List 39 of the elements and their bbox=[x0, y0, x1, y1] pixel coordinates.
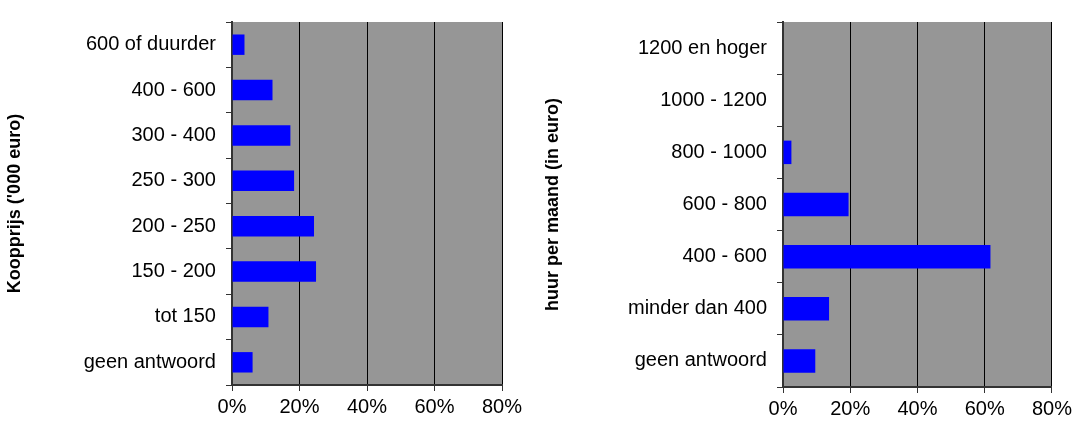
bar bbox=[232, 215, 315, 237]
y-tick-label: 800 - 1000 bbox=[671, 139, 767, 162]
y-tick-label: 1200 en hoger bbox=[637, 35, 768, 58]
x-tick-label: 60% bbox=[964, 396, 1005, 419]
y-tick-label: geen antwoord bbox=[634, 348, 767, 371]
y-tick-label: 250 - 300 bbox=[131, 168, 216, 191]
bar bbox=[232, 170, 295, 192]
x-tick-label: 80% bbox=[1031, 396, 1073, 419]
y-tick-label: 1000 - 1200 bbox=[660, 87, 767, 110]
bar bbox=[783, 297, 830, 321]
y-tick-label: 600 - 800 bbox=[682, 192, 767, 215]
x-tick-label: 60% bbox=[414, 394, 455, 417]
x-tick-label: 20% bbox=[279, 394, 320, 417]
y-tick-label: 400 - 600 bbox=[131, 77, 216, 100]
x-tick-label: 20% bbox=[830, 396, 871, 419]
y-tick-label: 200 - 250 bbox=[131, 213, 216, 236]
y-tick-label: 300 - 400 bbox=[131, 122, 216, 145]
bar bbox=[232, 79, 273, 101]
x-tick-label: 40% bbox=[897, 396, 938, 419]
bar bbox=[783, 349, 816, 373]
bar bbox=[232, 306, 269, 328]
y-axis-title: Koopprijs ('000 euro) bbox=[3, 113, 24, 294]
bar bbox=[783, 244, 991, 269]
bar bbox=[783, 192, 849, 217]
x-tick-label: 40% bbox=[346, 394, 388, 417]
y-tick-label: tot 150 bbox=[154, 304, 216, 327]
x-tick-label: 80% bbox=[481, 394, 523, 417]
x-tick-label: 0% bbox=[768, 396, 798, 419]
x-tick-label: 0% bbox=[217, 394, 247, 417]
bar bbox=[232, 34, 245, 55]
bar bbox=[232, 261, 317, 282]
y-tick-label: minder dan 400 bbox=[628, 296, 767, 319]
y-tick-label: 400 - 600 bbox=[682, 244, 767, 267]
y-tick-label: 150 - 200 bbox=[131, 259, 216, 282]
bar bbox=[232, 352, 253, 373]
y-tick-label: geen antwoord bbox=[83, 349, 216, 372]
y-tick-label: 600 of duurder bbox=[85, 32, 217, 55]
bar bbox=[232, 125, 291, 146]
y-axis-title: huur per maand (in euro) bbox=[541, 97, 562, 312]
